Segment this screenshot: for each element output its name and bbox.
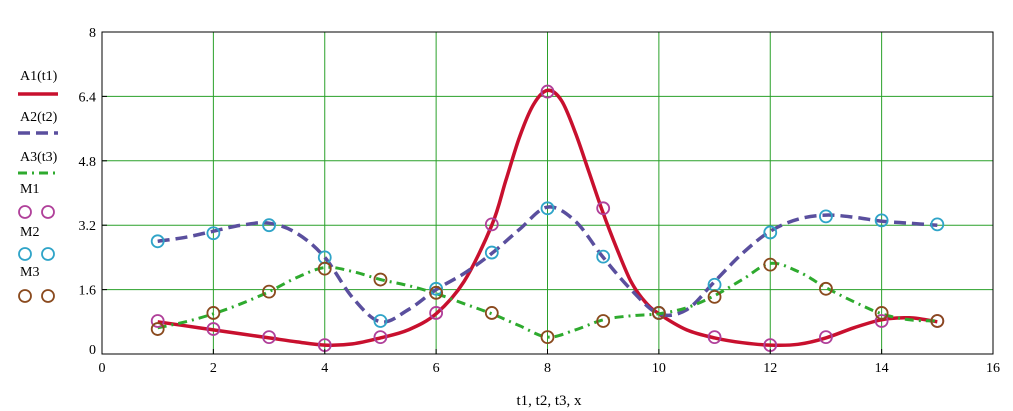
series-m2-point [874, 213, 889, 228]
series-m3-point [596, 314, 611, 328]
y-tick-label: 3.2 [79, 219, 97, 234]
axes [101, 31, 994, 355]
series-m1-point [206, 322, 221, 336]
legend-swatch-marker [41, 205, 55, 219]
y-tick-label: 0 [89, 343, 96, 358]
series-m1-point [596, 201, 611, 216]
series-m3-point [651, 306, 666, 320]
series-m1-point [707, 330, 722, 344]
y-tick-label: 4.8 [79, 155, 97, 170]
legend-swatch-marker [41, 289, 55, 303]
x-tick-label: 10 [652, 361, 666, 376]
series-m3-point [317, 261, 332, 276]
y-tick-label: 1.6 [79, 284, 97, 299]
series-m3-point [373, 272, 388, 287]
series-m3-point [206, 306, 221, 320]
series-m1-point [150, 314, 165, 328]
legend-label: M3 [20, 265, 39, 280]
series-m1-point [540, 84, 555, 99]
x-tick-label: 0 [99, 361, 106, 376]
legend-label: M1 [20, 182, 39, 197]
series-m3-point [429, 285, 444, 300]
legend-item-a2-t2: A2(t2) [18, 110, 58, 135]
series-m2-point [819, 209, 833, 224]
series-m3-point [262, 284, 276, 299]
legend-swatch-marker [41, 247, 55, 261]
series-m1-point [429, 306, 444, 320]
series-m3-point [763, 257, 778, 272]
series-m2-point [206, 226, 221, 241]
series-m1-point [874, 314, 889, 328]
series-m3-point [150, 322, 165, 336]
x-tick-label: 14 [875, 361, 889, 376]
series-m2-point [763, 225, 778, 240]
y-tick-label: 6.4 [79, 90, 97, 105]
series-layer [150, 84, 945, 353]
series-m2-point [484, 245, 499, 260]
series-m3-point [874, 306, 889, 320]
legend-swatch-marker [18, 247, 32, 261]
legend-item-m3: M3 [18, 265, 55, 303]
grid [102, 32, 993, 354]
x-tick-label: 4 [321, 361, 328, 376]
x-tick-label: 12 [763, 361, 777, 376]
legend-label: M2 [20, 225, 39, 240]
legend-swatch-marker [18, 289, 32, 303]
series-m1-point [819, 330, 833, 344]
legend-label: A3(t3) [20, 150, 58, 165]
tick-labels: 0 2 4 6 8 10 12 14 16 0 1.6 3.2 4.8 6.4 8 [79, 26, 1001, 376]
legend-label: A2(t2) [20, 110, 58, 125]
series-m1-point [484, 217, 499, 232]
series-m2-point [150, 234, 165, 249]
x-tick-label: 16 [986, 361, 1000, 376]
series-m1-point [373, 330, 388, 344]
x-axis-label: t1, t2, t3, x [516, 393, 582, 409]
series-m2-point [429, 281, 444, 296]
legend-item-a1-t1: A1(t1) [18, 69, 58, 96]
x-tick-label: 2 [210, 361, 217, 376]
series-m2-point [596, 249, 611, 264]
series-m2-point [262, 218, 276, 233]
series-m2-point [930, 217, 945, 232]
series-m1-point [262, 330, 276, 344]
x-tick-label: 6 [433, 361, 440, 376]
series-m3-point [484, 306, 499, 320]
legend: A1(t1) A2(t2) A3(t3) M1 M2 M3 [18, 69, 58, 303]
legend-swatch-marker [18, 205, 32, 219]
series-a1-t1-line [157, 88, 938, 348]
legend-label: A1(t1) [20, 69, 58, 84]
series-a2-t2-line [157, 205, 938, 324]
legend-item-m2: M2 [18, 225, 55, 261]
series-m2-point [373, 314, 388, 328]
series-m3-point [819, 281, 833, 296]
legend-item-m1: M1 [18, 182, 55, 219]
series-m3-point [930, 314, 945, 328]
series-m3-point [707, 289, 722, 304]
y-tick-label: 8 [89, 26, 96, 41]
x-tick-label: 8 [544, 361, 551, 376]
legend-item-a3-t3: A3(t3) [18, 150, 58, 175]
series-m2-point [540, 201, 555, 216]
series-m3-point [540, 330, 555, 344]
